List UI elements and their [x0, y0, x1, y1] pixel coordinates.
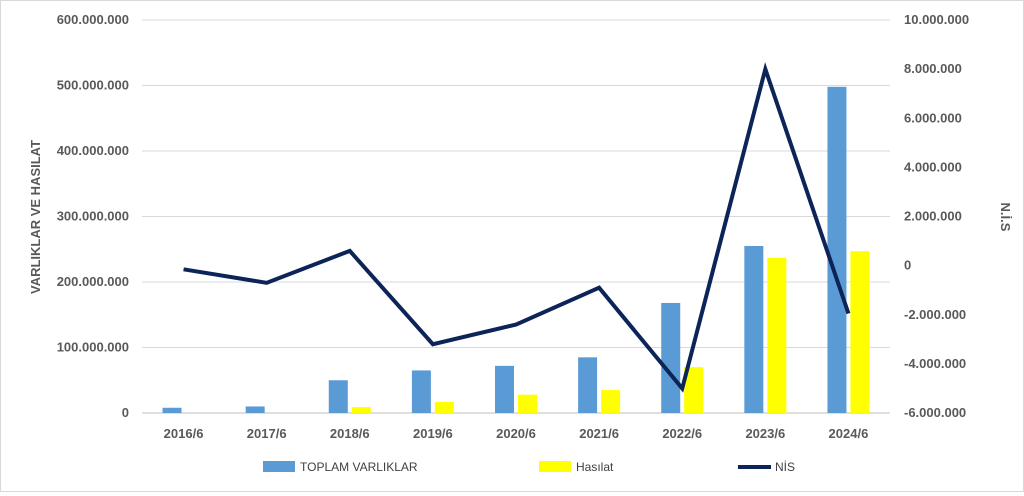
legend-swatch — [539, 461, 571, 472]
bars — [162, 86, 870, 413]
bar-toplam-varliklar — [328, 380, 348, 413]
bar-toplam-varliklar — [578, 357, 598, 413]
legend-label: NİS — [775, 460, 795, 474]
y2-tick-label: 0 — [904, 258, 911, 273]
bar-hasilat — [518, 394, 537, 413]
x-tick-label: 2020/6 — [496, 426, 536, 441]
y2-tick-label: 8.000.000 — [904, 61, 962, 76]
y-tick-label: 400.000.000 — [57, 143, 129, 158]
y2-tick-label: -6.000.000 — [904, 405, 966, 420]
bar-toplam-varliklar — [411, 370, 431, 413]
legend-label: Hasılat — [576, 460, 614, 474]
x-tick-label: 2021/6 — [579, 426, 619, 441]
bar-toplam-varliklar — [827, 86, 847, 413]
y2-tick-label: -4.000.000 — [904, 356, 966, 371]
y2-axis-title: N.İ.S — [998, 203, 1013, 232]
bar-hasilat — [351, 407, 371, 413]
y-tick-label: 500.000.000 — [57, 78, 129, 93]
x-tick-label: 2023/6 — [745, 426, 785, 441]
y-tick-label: 200.000.000 — [57, 274, 129, 289]
legend-swatch — [263, 461, 295, 472]
y2-tick-label: 6.000.000 — [904, 110, 962, 125]
y-tick-label: 100.000.000 — [57, 340, 129, 355]
y2-tick-label: 2.000.000 — [904, 209, 962, 224]
legend: TOPLAM VARLIKLAR Hasılat NİS — [263, 460, 795, 474]
x-tick-label: 2024/6 — [829, 426, 869, 441]
bar-hasilat — [434, 401, 454, 413]
x-axis-ticks: 2016/6 2017/6 2018/6 2019/6 2020/6 2021/6 2022… — [164, 426, 869, 441]
bar-hasilat — [767, 257, 787, 413]
y-axis-title: VARLIKLAR VE HASILAT — [28, 140, 43, 294]
bar-hasilat — [601, 390, 621, 413]
bar-toplam-varliklar — [661, 302, 681, 413]
y-tick-label: 600.000.000 — [57, 12, 129, 27]
x-tick-label: 2018/6 — [330, 426, 370, 441]
nis-line — [183, 62, 851, 393]
y-tick-label: 0 — [122, 405, 129, 420]
left-axis-ticks: 0 100.000.000 200.000.000 300.000.000 400.00… — [57, 12, 129, 420]
bar-hasilat — [850, 251, 870, 413]
right-axis-ticks: -6.000.000 -4.000.000 -2.000.000 0 2.000.000… — [904, 12, 969, 420]
bar-toplam-varliklar — [245, 406, 265, 413]
x-tick-label: 2016/6 — [164, 426, 204, 441]
bar-toplam-varliklar — [495, 365, 514, 413]
bar-toplam-varliklar — [744, 245, 764, 413]
legend-label: TOPLAM VARLIKLAR — [300, 460, 418, 474]
y2-tick-label: 4.000.000 — [904, 159, 962, 174]
y2-tick-label: -2.000.000 — [904, 307, 966, 322]
nis-line-path — [183, 62, 851, 393]
bar-hasilat — [684, 367, 704, 413]
y2-tick-label: 10.000.000 — [904, 12, 969, 27]
x-tick-label: 2022/6 — [662, 426, 702, 441]
y-tick-label: 300.000.000 — [57, 209, 129, 224]
x-tick-label: 2019/6 — [413, 426, 453, 441]
bar-toplam-varliklar — [162, 407, 182, 413]
x-tick-label: 2017/6 — [247, 426, 287, 441]
